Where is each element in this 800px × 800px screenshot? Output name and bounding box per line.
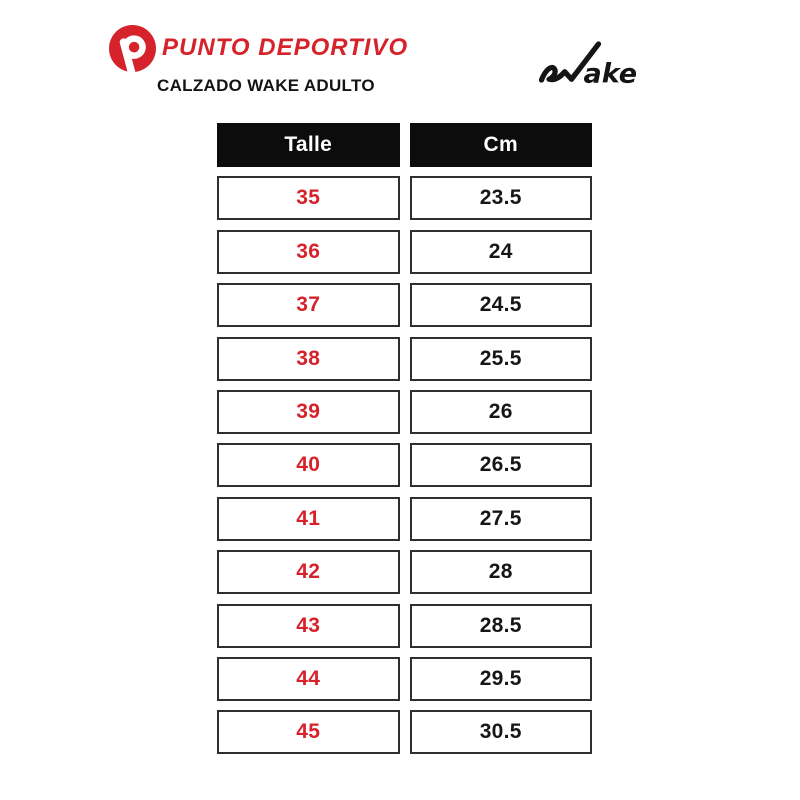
talle-cell: 45 — [217, 710, 400, 755]
cm-cell: 29.5 — [409, 656, 592, 701]
cm-cell: 30.5 — [409, 710, 592, 755]
table-row: 38 25.5 — [217, 336, 592, 381]
table-body: 35 23.5 36 24 37 24.5 38 25.5 39 26 40 26.5 41 27.5 42… — [217, 176, 592, 755]
table-row: 41 27.5 — [217, 496, 592, 541]
table-row: 45 30.5 — [217, 710, 592, 755]
cm-cell: 27.5 — [409, 496, 592, 541]
wake-w-swoosh — [538, 41, 602, 83]
table-row: 37 24.5 — [217, 283, 592, 328]
wake-logo-icon: ake — [538, 41, 638, 89]
cm-cell: 23.5 — [409, 176, 592, 221]
page-title: CALZADO WAKE ADULTO — [157, 76, 375, 95]
table-row: 42 28 — [217, 550, 592, 595]
talle-cell: 36 — [217, 229, 400, 274]
talle-cell: 44 — [217, 656, 400, 701]
talle-cell: 38 — [217, 336, 400, 381]
cm-cell: 25.5 — [409, 336, 592, 381]
talle-cell: 42 — [217, 550, 400, 595]
cm-cell: 26 — [409, 389, 592, 434]
wake-logo-text: ake — [584, 58, 638, 89]
table-row: 44 29.5 — [217, 656, 592, 701]
talle-cell: 43 — [217, 603, 400, 648]
talle-cell: 41 — [217, 496, 400, 541]
table-row: 40 26.5 — [217, 443, 592, 488]
table-row: 39 26 — [217, 389, 592, 434]
talle-cell: 40 — [217, 443, 400, 488]
cm-cell: 28.5 — [409, 603, 592, 648]
talle-cell: 37 — [217, 283, 400, 328]
talle-cell: 35 — [217, 176, 400, 221]
table-header-row: Talle Cm — [217, 123, 592, 167]
header-cell-talle: Talle — [217, 123, 400, 167]
talle-cell: 39 — [217, 389, 400, 434]
cm-cell: 24.5 — [409, 283, 592, 328]
table-row: 36 24 — [217, 229, 592, 274]
brand-name: PUNTO DEPORTIVO — [162, 34, 409, 61]
cm-cell: 26.5 — [409, 443, 592, 488]
size-table: Talle Cm 35 23.5 36 24 37 24.5 38 25.5 39 26 40 26.… — [217, 123, 592, 755]
punto-deportivo-p-icon — [109, 25, 156, 72]
table-row: 35 23.5 — [217, 176, 592, 221]
header-cell-cm: Cm — [409, 123, 592, 167]
cm-cell: 28 — [409, 550, 592, 595]
table-row: 43 28.5 — [217, 603, 592, 648]
cm-cell: 24 — [409, 229, 592, 274]
